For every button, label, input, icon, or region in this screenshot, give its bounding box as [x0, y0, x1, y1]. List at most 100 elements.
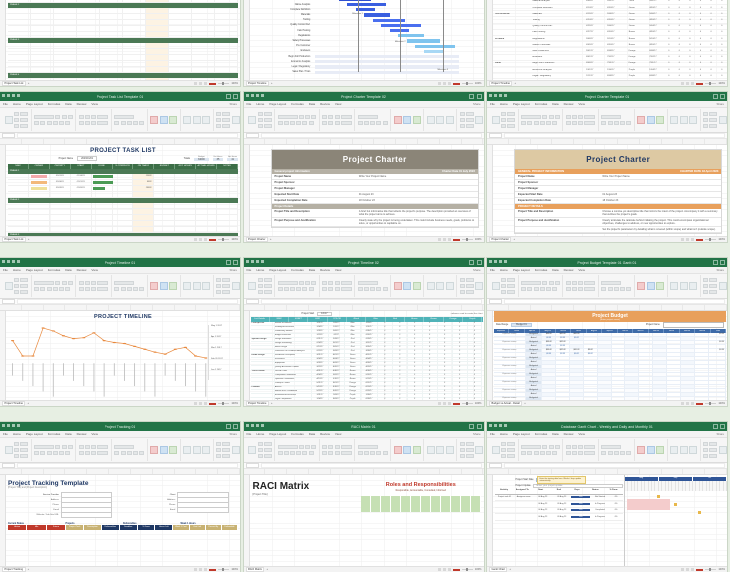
column-header-cell[interactable] [331, 305, 353, 310]
cell[interactable]: 13000 [133, 186, 154, 191]
cell[interactable] [154, 192, 175, 197]
budget-cell[interactable] [612, 397, 626, 400]
font-color-icon[interactable] [309, 287, 314, 292]
cell[interactable] [31, 8, 54, 13]
cell[interactable] [215, 55, 238, 60]
cell[interactable] [113, 174, 134, 179]
cell[interactable] [54, 0, 77, 2]
fill-color-icon[interactable] [546, 287, 551, 292]
ribbon-tab-review[interactable]: Review [77, 268, 87, 272]
cell[interactable] [77, 55, 100, 60]
currency-icon[interactable] [114, 287, 119, 292]
window-control-icon[interactable] [226, 424, 231, 429]
shrink-font-icon[interactable] [311, 281, 316, 286]
cell[interactable] [215, 43, 238, 48]
increase-decimal-icon[interactable] [133, 121, 138, 126]
normal-view-icon[interactable] [194, 82, 197, 85]
qa-icon[interactable] [489, 260, 492, 263]
cell[interactable] [8, 26, 31, 31]
cell[interactable] [113, 180, 134, 185]
decrease-decimal-icon[interactable] [383, 287, 388, 292]
comma-icon[interactable] [370, 451, 375, 456]
align-icon[interactable] [85, 287, 90, 292]
column-header-cell[interactable] [109, 305, 131, 310]
column-header-cell[interactable] [175, 469, 197, 474]
sort-filter-button[interactable] [719, 116, 727, 124]
normal-view-icon[interactable] [438, 238, 441, 241]
italic-icon[interactable] [527, 451, 532, 456]
format-cells-button[interactable] [202, 282, 210, 290]
wrap-text-button[interactable] [97, 281, 108, 286]
borders-icon[interactable] [540, 451, 545, 456]
client-field-input-3[interactable] [177, 507, 229, 512]
align-icon[interactable] [335, 121, 340, 126]
increase-decimal-icon[interactable] [376, 121, 381, 126]
bold-icon[interactable] [278, 451, 283, 456]
ribbon-tab-review[interactable]: Review [77, 432, 87, 436]
column-header-cell[interactable] [552, 469, 574, 474]
font-size-combo[interactable] [55, 445, 60, 450]
zoom-slider[interactable] [218, 239, 229, 241]
page-break-icon[interactable] [204, 402, 207, 405]
font-size-combo[interactable] [299, 445, 304, 450]
tracker-cell-2[interactable]: 04 Aug 23 [533, 516, 552, 518]
align-icon[interactable] [335, 115, 340, 120]
qa-icon[interactable] [499, 424, 502, 427]
charter-value-5[interactable]: 18 October 23 [356, 198, 478, 203]
align-icon[interactable] [79, 445, 84, 450]
wrap-text-button[interactable] [97, 115, 108, 120]
formula-input[interactable] [261, 299, 482, 304]
comma-icon[interactable] [127, 121, 132, 126]
shrink-font-icon[interactable] [68, 445, 73, 450]
new-sheet-button[interactable]: + [524, 402, 526, 405]
qa-icon[interactable] [17, 94, 20, 97]
cell-styles-button[interactable] [413, 282, 421, 290]
cell[interactable] [154, 180, 175, 185]
page-layout-icon[interactable] [443, 568, 446, 571]
cell[interactable] [192, 49, 215, 54]
comma-icon[interactable] [614, 451, 619, 456]
column-header-cell[interactable] [596, 139, 618, 144]
align-icon[interactable] [328, 281, 333, 286]
clipboard-icon[interactable] [501, 448, 506, 453]
cell[interactable] [169, 8, 192, 13]
quick-access-toolbar[interactable] [246, 94, 264, 97]
column-header-cell[interactable] [244, 469, 266, 474]
qa-icon[interactable] [12, 94, 15, 97]
grow-font-icon[interactable] [549, 445, 554, 450]
cell[interactable] [113, 221, 134, 226]
comma-icon[interactable] [614, 121, 619, 126]
window-controls[interactable] [226, 424, 239, 429]
qa-icon[interactable] [12, 424, 15, 427]
cell[interactable] [192, 61, 215, 66]
tracker-column-6[interactable]: % Done [605, 489, 623, 494]
ribbon-tab-home[interactable]: Home [256, 268, 264, 272]
shrink-font-icon[interactable] [68, 115, 73, 120]
charter-value-7[interactable]: Choose a concise yet descriptive title t… [599, 209, 721, 217]
column-header-cell[interactable] [509, 305, 531, 310]
number-format-combo[interactable] [601, 445, 621, 450]
conditional-formatting-button[interactable] [150, 446, 158, 454]
format-cells-button[interactable] [689, 282, 697, 290]
conditional-formatting-button[interactable] [394, 446, 402, 454]
new-sheet-button[interactable]: + [270, 238, 272, 241]
cell[interactable] [54, 8, 77, 13]
cell[interactable] [77, 14, 100, 19]
name-box[interactable] [489, 463, 502, 468]
font-size-combo[interactable] [299, 281, 304, 286]
column-header-cell[interactable] [487, 469, 509, 474]
editing-icon[interactable] [703, 290, 708, 295]
cell[interactable]: 01/01/23 [50, 174, 71, 179]
column-header-cell[interactable] [65, 469, 87, 474]
cell[interactable] [31, 78, 54, 81]
status-chip-2[interactable]: Future [47, 525, 66, 530]
cell[interactable] [77, 43, 100, 48]
column-header-cell[interactable] [574, 469, 596, 474]
budget-cell[interactable] [695, 397, 709, 400]
ribbon-tab-home[interactable]: Home [256, 102, 264, 106]
column-header-cell[interactable] [175, 305, 197, 310]
number-format-combo[interactable] [601, 281, 621, 286]
column-header-cell[interactable] [662, 139, 684, 144]
clipboard-icon[interactable] [258, 442, 263, 447]
